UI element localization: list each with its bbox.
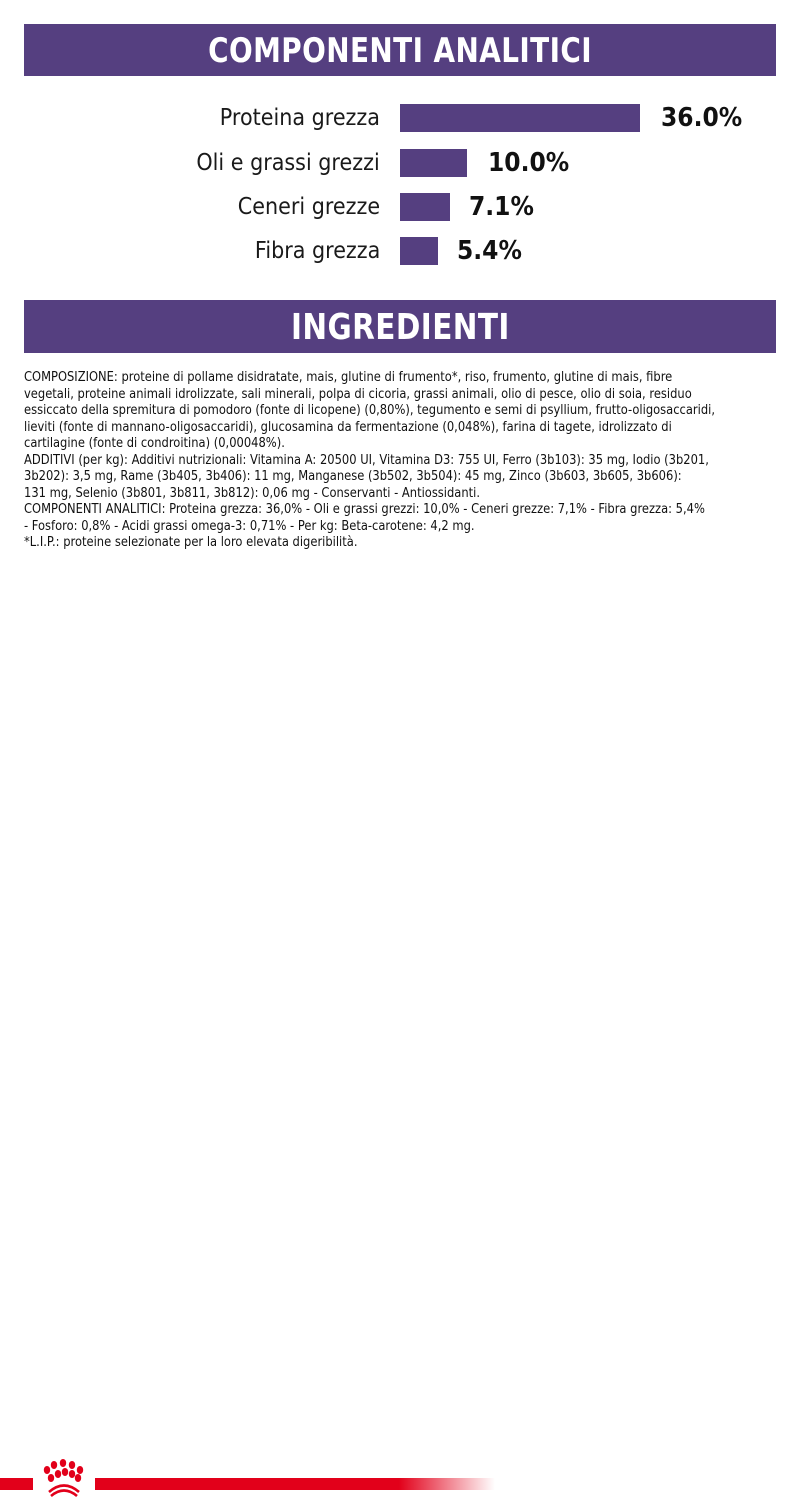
chart-bar: [400, 237, 438, 265]
ingredients-line: ADDITIVI (per kg): Additivi nutrizionali…: [24, 452, 709, 468]
chart-row-protein: Proteina grezza 36.0%: [0, 103, 800, 133]
chart-row-ash: Ceneri grezze 7.1%: [0, 192, 800, 222]
ingredients-text: COMPOSIZIONE: proteine di pollame disidr…: [24, 370, 759, 552]
chart-row-fiber: Fibra grezza 5.4%: [0, 236, 800, 266]
ingredients-line: COMPOSIZIONE: proteine di pollame disidr…: [24, 370, 673, 385]
ingredients-header: INGREDIENTI: [24, 300, 776, 353]
ingredients-line: vegetali, proteine animali idrolizzate, …: [24, 386, 692, 402]
analytic-components-header: COMPONENTI ANALITICI: [24, 24, 776, 76]
chart-label: Ceneri grezze: [237, 194, 380, 220]
ingredients-line: lieviti (fonte di mannano-oligosaccaridi…: [24, 419, 672, 435]
chart-label: Oli e grassi grezzi: [196, 150, 380, 176]
brand-line-right: [95, 1478, 495, 1490]
ingredients-line: COMPONENTI ANALITICI: Proteina grezza: 3…: [24, 502, 705, 517]
ingredients-title: INGREDIENTI: [290, 307, 510, 348]
chart-bar: [400, 149, 467, 177]
chart-bar: [400, 193, 450, 221]
chart-value: 10.0%: [488, 148, 570, 178]
ingredients-line: *L.I.P.: proteine selezionate per la lor…: [24, 535, 358, 550]
brand-line-left: [0, 1478, 33, 1490]
ingredients-line: 131 mg, Selenio (3b801, 3b811, 3b812): 0…: [24, 485, 481, 501]
chart-value: 5.4%: [457, 236, 522, 266]
chart-label: Proteina grezza: [219, 105, 380, 131]
chart-row-fat: Oli e grassi grezzi 10.0%: [0, 148, 800, 178]
chart-value: 7.1%: [469, 192, 534, 222]
crown-icon: [43, 1459, 84, 1498]
chart-value: 36.0%: [661, 103, 743, 133]
ingredients-line: 3b202): 3,5 mg, Rame (3b405, 3b406): 11 …: [24, 469, 682, 484]
brand-footer: [0, 728, 800, 1498]
ingredients-line: essiccato della spremitura di pomodoro (…: [24, 403, 715, 418]
analytic-components-title: COMPONENTI ANALITICI: [208, 31, 592, 71]
ingredients-line: cartilagine (fonte di condroitina) (0,00…: [24, 436, 285, 451]
ingredients-line: - Fosforo: 0,8% - Acidi grassi omega-3: …: [24, 518, 475, 534]
chart-bar: [400, 104, 640, 132]
chart-label: Fibra grezza: [254, 238, 380, 264]
